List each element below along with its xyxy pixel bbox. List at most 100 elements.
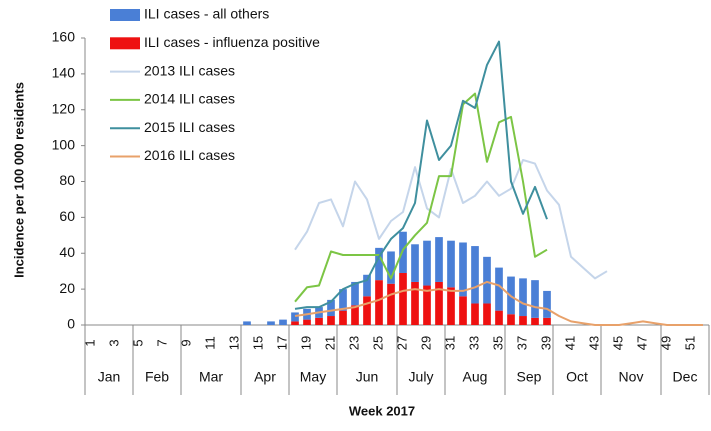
bar (363, 274, 371, 297)
bar (519, 278, 527, 317)
x-tick-label: 31 (442, 336, 457, 350)
x-tick-label: 17 (274, 336, 289, 350)
x-tick-label: 47 (634, 336, 649, 350)
line (294, 159, 608, 280)
bar (495, 267, 503, 311)
x-tick-label: 21 (322, 336, 337, 350)
legend-swatch (110, 37, 140, 50)
bar (363, 296, 371, 325)
bar (423, 240, 431, 286)
x-tick-label: 29 (418, 336, 433, 350)
x-tick-label: 1 (82, 339, 97, 346)
legend-label: ILI cases - influenza positive (144, 34, 320, 50)
bar (387, 251, 395, 284)
bar (243, 321, 251, 325)
month-label: Sep (517, 369, 542, 385)
x-tick-label: 39 (538, 336, 553, 350)
x-tick-label: 45 (610, 336, 625, 350)
y-tick-label: 80 (59, 172, 75, 188)
y-tick-label: 20 (59, 280, 75, 296)
x-tick-label: 25 (370, 336, 385, 350)
bar (483, 303, 491, 325)
y-tick-label: 140 (52, 65, 76, 81)
bar (483, 256, 491, 304)
bar (447, 240, 455, 288)
bar (375, 280, 383, 325)
y-tick-label: 0 (67, 316, 75, 332)
bar (399, 272, 407, 325)
x-tick-label: 51 (682, 336, 697, 350)
bar (435, 281, 443, 325)
x-tick-label: 23 (346, 336, 361, 350)
x-tick-label: 49 (658, 336, 673, 350)
bar (459, 296, 467, 325)
bar (291, 321, 299, 325)
bar (327, 299, 335, 317)
legend-label: 2013 ILI cases (144, 62, 235, 78)
x-tick-label: 7 (154, 339, 169, 346)
x-tick-label: 5 (130, 339, 145, 346)
x-tick-label: 41 (562, 336, 577, 350)
line (294, 92, 548, 303)
bar (531, 317, 539, 325)
bar (411, 244, 419, 282)
month-label: July (409, 369, 434, 385)
bar (399, 231, 407, 273)
legend-label: 2014 ILI cases (144, 91, 235, 107)
bar (423, 285, 431, 325)
bar (471, 246, 479, 304)
x-tick-label: 9 (178, 339, 193, 346)
month-label: Dec (673, 369, 698, 385)
bar (279, 319, 287, 325)
y-tick-label: 120 (52, 100, 76, 116)
bar (519, 316, 527, 325)
line (294, 280, 703, 326)
bar (339, 289, 347, 311)
bar (459, 242, 467, 297)
bar (267, 321, 275, 325)
bar (411, 281, 419, 325)
x-tick-label: 13 (226, 336, 241, 350)
x-tick-label: 11 (202, 336, 217, 350)
y-tick-label: 160 (52, 29, 76, 45)
x-tick-label: 3 (106, 339, 121, 346)
bar (387, 283, 395, 325)
line (294, 40, 548, 310)
y-tick-label: 40 (59, 244, 75, 260)
month-label: May (300, 369, 326, 385)
bar (495, 310, 503, 325)
bar (543, 317, 551, 325)
y-axis-title: Incidence per 100 000 residents (11, 82, 26, 278)
month-label: Jan (98, 369, 121, 385)
legend-swatch (110, 9, 140, 21)
bar (339, 310, 347, 325)
bar (507, 314, 515, 325)
bar (543, 290, 551, 318)
legend-label: ILI cases - all others (144, 6, 269, 22)
month-label: Jun (356, 369, 379, 385)
bar (471, 303, 479, 325)
legend-label: 2015 ILI cases (144, 119, 235, 135)
x-tick-label: 43 (586, 336, 601, 350)
month-label: Oct (566, 369, 588, 385)
x-tick-label: 19 (298, 336, 313, 350)
bar (351, 305, 359, 325)
bar (447, 287, 455, 325)
bar (531, 280, 539, 318)
x-tick-label: 27 (394, 336, 409, 350)
y-tick-label: 100 (52, 136, 76, 152)
x-axis-title: Week 2017 (349, 403, 415, 418)
month-label: Mar (199, 369, 223, 385)
bar (375, 247, 383, 281)
bar (303, 319, 311, 325)
x-tick-label: 37 (514, 336, 529, 350)
bar (435, 237, 443, 282)
month-label: Nov (619, 369, 644, 385)
bar (315, 317, 323, 325)
x-tick-label: 35 (490, 336, 505, 350)
legend-label: 2016 ILI cases (144, 147, 235, 163)
bar (327, 316, 335, 325)
month-label: Aug (463, 369, 488, 385)
